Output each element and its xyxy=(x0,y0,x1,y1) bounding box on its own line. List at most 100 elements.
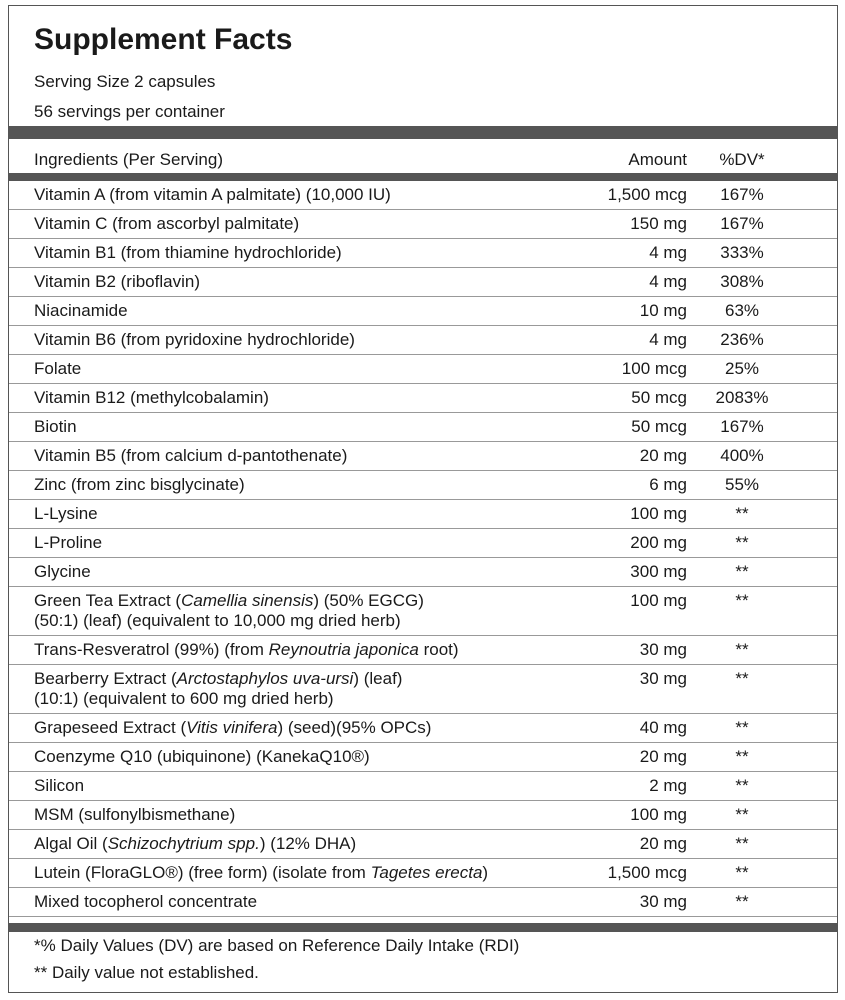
ingredient-row: L-Lysine 100 mg ** xyxy=(9,500,837,529)
daily-value: ** xyxy=(735,863,749,882)
ingredient-row: Coenzyme Q10 (ubiquinone) (KanekaQ10®) 20… xyxy=(9,743,837,772)
amount: 100 mg xyxy=(630,805,687,824)
serving-size: Serving Size 2 capsules xyxy=(34,72,216,91)
ingredient-name: Vitamin B5 (from calcium d-pantothenate) xyxy=(9,446,554,466)
name-text: ) (12% DHA) xyxy=(259,834,357,853)
ingredient-row: Algal Oil (Schizochytrium spp.) (12% DHA… xyxy=(9,830,837,859)
name-text: ) (seed)(95% OPCs) xyxy=(277,718,432,737)
ingredient-row: Vitamin B6 (from pyridoxine hydrochlorid… xyxy=(9,326,837,355)
name-text: Biotin xyxy=(34,417,77,436)
amount: 150 mg xyxy=(630,214,687,233)
amount: 200 mg xyxy=(630,533,687,552)
ingredient-row: Glycine 300 mg ** xyxy=(9,558,837,587)
name-text: Vitamin B1 (from thiamine hydrochloride) xyxy=(34,243,342,262)
name-text: Trans-Resveratrol (99%) (from xyxy=(34,640,269,659)
ingredient-name: L-Proline xyxy=(9,533,554,553)
name-text: ) xyxy=(482,863,489,882)
name-text: L-Proline xyxy=(34,533,103,552)
ingredient-row: Grapeseed Extract (Vitis vinifera) (seed… xyxy=(9,714,837,743)
name-italic: Reynoutria japonica xyxy=(268,640,419,659)
divider xyxy=(9,173,837,181)
daily-value: 308% xyxy=(720,272,764,291)
name-text: Folate xyxy=(34,359,82,378)
ingredient-name: Green Tea Extract (Camellia sinensis) (5… xyxy=(9,591,554,631)
daily-value: 167% xyxy=(720,417,764,436)
ingredient-name: Vitamin C (from ascorbyl palmitate) xyxy=(9,214,554,234)
name-text: MSM (sulfonylbismethane) xyxy=(34,805,236,824)
daily-value: ** xyxy=(735,591,749,610)
amount: 30 mg xyxy=(639,640,687,659)
ingredient-row: MSM (sulfonylbismethane) 100 mg ** xyxy=(9,801,837,830)
name-text: Silicon xyxy=(34,776,85,795)
ingredient-row: Green Tea Extract (Camellia sinensis) (5… xyxy=(9,587,837,636)
ingredient-name: Vitamin A (from vitamin A palmitate) (10… xyxy=(9,185,554,205)
daily-value: 167% xyxy=(720,214,764,233)
amount: 4 mg xyxy=(649,272,687,291)
ingredient-row: Silicon 2 mg ** xyxy=(9,772,837,801)
name-italic: Tagetes erecta xyxy=(370,863,483,882)
ingredient-name: Grapeseed Extract (Vitis vinifera) (seed… xyxy=(9,718,554,738)
name-italic: Camellia sinensis xyxy=(181,591,314,610)
ingredient-row: Bearberry Extract (Arctostaphylos uva-ur… xyxy=(9,665,837,714)
name-text: Vitamin B6 (from pyridoxine hydrochlorid… xyxy=(34,330,355,349)
amount: 30 mg xyxy=(639,669,687,688)
amount: 100 mcg xyxy=(621,359,687,378)
name-text: Glycine xyxy=(34,562,91,581)
column-header: %DV* xyxy=(719,150,765,169)
ingredient-name: Folate xyxy=(9,359,554,379)
name-text: Lutein (FloraGLO®) (free form) (isolate … xyxy=(34,863,371,882)
ingredient-name: Vitamin B2 (riboflavin) xyxy=(9,272,554,292)
amount: 1,500 mcg xyxy=(607,185,687,204)
daily-value: 63% xyxy=(724,301,760,320)
name-text: Niacinamide xyxy=(34,301,128,320)
ingredient-row: Vitamin A (from vitamin A palmitate) (10… xyxy=(9,181,837,210)
daily-value: 2083% xyxy=(715,388,769,407)
daily-value: ** xyxy=(735,776,749,795)
ingredient-row: Zinc (from zinc bisglycinate) 6 mg 55% xyxy=(9,471,837,500)
name-text: Zinc (from zinc bisglycinate) xyxy=(34,475,245,494)
ingredient-name: Vitamin B6 (from pyridoxine hydrochlorid… xyxy=(9,330,554,350)
ingredient-row: Mixed tocopherol concentrate 30 mg ** xyxy=(9,888,837,917)
table-body: Vitamin A (from vitamin A palmitate) (10… xyxy=(9,181,837,917)
daily-value: 167% xyxy=(720,185,764,204)
amount: 100 mg xyxy=(630,504,687,523)
ingredient-name: L-Lysine xyxy=(9,504,554,524)
name-text: Bearberry Extract ( xyxy=(34,669,177,688)
ingredient-row: L-Proline 200 mg ** xyxy=(9,529,837,558)
column-header: Ingredients (Per Serving) xyxy=(34,150,223,169)
supplement-panel: Supplement Facts Serving Size 2 capsules… xyxy=(8,5,838,993)
name-text: Green Tea Extract ( xyxy=(34,591,182,610)
name-text: Grapeseed Extract ( xyxy=(34,718,187,737)
ingredient-row: Vitamin B12 (methylcobalamin) 50 mcg 2083% xyxy=(9,384,837,413)
daily-value: ** xyxy=(735,718,749,737)
amount: 2 mg xyxy=(649,776,687,795)
ingredient-name: Lutein (FloraGLO®) (free form) (isolate … xyxy=(9,863,554,883)
daily-value: ** xyxy=(735,533,749,552)
daily-value: ** xyxy=(735,834,749,853)
ingredient-row: Folate 100 mcg 25% xyxy=(9,355,837,384)
daily-value: 25% xyxy=(724,359,760,378)
ingredient-row: Biotin 50 mcg 167% xyxy=(9,413,837,442)
ingredient-row: Vitamin B5 (from calcium d-pantothenate)… xyxy=(9,442,837,471)
name-text: Mixed tocopherol concentrate xyxy=(34,892,258,911)
daily-value: ** xyxy=(735,562,749,581)
daily-value: ** xyxy=(735,747,749,766)
amount: 20 mg xyxy=(639,446,687,465)
daily-value: 333% xyxy=(720,243,764,262)
name-text: L-Lysine xyxy=(34,504,98,523)
ingredient-row: Vitamin B2 (riboflavin) 4 mg 308% xyxy=(9,268,837,297)
amount: 100 mg xyxy=(630,591,687,610)
ingredient-name: Niacinamide xyxy=(9,301,554,321)
amount: 30 mg xyxy=(639,892,687,911)
name-text: ) (50% EGCG) (50:1) (leaf) (equivalent t… xyxy=(34,591,424,630)
name-text: Vitamin C (from ascorbyl palmitate) xyxy=(34,214,300,233)
ingredient-name: Vitamin B12 (methylcobalamin) xyxy=(9,388,554,408)
name-italic: Vitis vinifera xyxy=(186,718,278,737)
ingredient-row: Vitamin C (from ascorbyl palmitate) 150 m… xyxy=(9,210,837,239)
ingredient-name: Biotin xyxy=(9,417,554,437)
ingredient-name: Mixed tocopherol concentrate xyxy=(9,892,554,912)
name-text: Algal Oil ( xyxy=(34,834,108,853)
ingredient-name: Zinc (from zinc bisglycinate) xyxy=(9,475,554,495)
ingredient-name: Bearberry Extract (Arctostaphylos uva-ur… xyxy=(9,669,554,709)
